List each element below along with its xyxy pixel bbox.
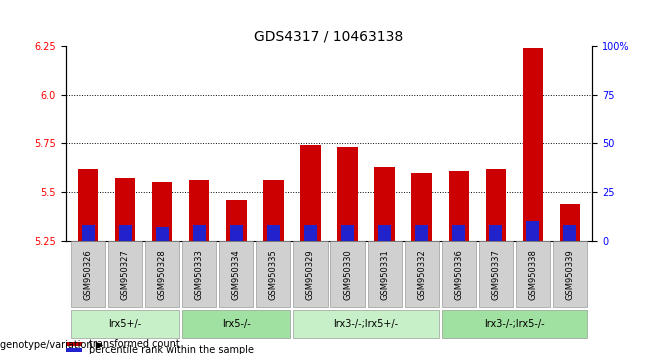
Text: percentile rank within the sample: percentile rank within the sample (89, 345, 254, 354)
Bar (189, 181, 209, 241)
Bar (378, 225, 391, 241)
Bar (553, 241, 587, 307)
Text: lrx5+/-: lrx5+/- (109, 319, 141, 329)
Bar (368, 241, 401, 307)
Bar (442, 241, 476, 307)
Bar (338, 147, 358, 241)
Bar (479, 241, 513, 307)
Text: GSM950339: GSM950339 (565, 249, 574, 300)
Text: GSM950330: GSM950330 (343, 249, 352, 300)
Bar (78, 169, 98, 241)
Bar (304, 225, 317, 241)
Text: GSM950336: GSM950336 (454, 249, 463, 300)
Text: GSM950329: GSM950329 (306, 249, 315, 300)
Bar (257, 241, 290, 307)
Bar (108, 241, 142, 307)
Bar (449, 171, 469, 241)
Bar (71, 309, 179, 338)
Bar (115, 178, 136, 241)
Bar (452, 225, 465, 241)
Bar (182, 309, 290, 338)
Text: genotype/variation ▶: genotype/variation ▶ (0, 341, 103, 350)
Bar (293, 241, 328, 307)
Text: GSM950333: GSM950333 (195, 249, 204, 300)
Text: transformed count: transformed count (89, 339, 180, 349)
Text: lrx3-/-;lrx5+/-: lrx3-/-;lrx5+/- (334, 319, 399, 329)
Text: GSM950338: GSM950338 (528, 249, 538, 300)
Bar (145, 241, 179, 307)
Bar (293, 309, 439, 338)
Bar (66, 342, 82, 346)
Bar (526, 221, 540, 241)
Bar (405, 241, 439, 307)
Bar (152, 182, 172, 241)
Bar (182, 241, 216, 307)
Bar (300, 145, 320, 241)
Bar (486, 169, 506, 241)
Bar (118, 225, 132, 241)
Text: GSM950327: GSM950327 (120, 249, 130, 300)
Text: GSM950332: GSM950332 (417, 249, 426, 300)
Bar (71, 241, 105, 307)
Bar (66, 348, 82, 352)
Bar (490, 225, 502, 241)
Bar (442, 309, 587, 338)
Bar (330, 241, 365, 307)
Bar (82, 225, 95, 241)
Bar (411, 173, 432, 241)
Text: GSM950334: GSM950334 (232, 249, 241, 300)
Text: GSM950337: GSM950337 (492, 249, 500, 300)
Bar (156, 227, 168, 241)
Bar (563, 225, 576, 241)
Text: lrx5-/-: lrx5-/- (222, 319, 251, 329)
Text: GSM950331: GSM950331 (380, 249, 389, 300)
Bar (219, 241, 253, 307)
Bar (267, 225, 280, 241)
Bar (226, 200, 247, 241)
Text: GSM950326: GSM950326 (84, 249, 93, 300)
Bar (560, 204, 580, 241)
Title: GDS4317 / 10463138: GDS4317 / 10463138 (255, 29, 403, 44)
Bar (230, 225, 243, 241)
Text: lrx3-/-;lrx5-/-: lrx3-/-;lrx5-/- (484, 319, 545, 329)
Bar (516, 241, 550, 307)
Text: GSM950328: GSM950328 (158, 249, 166, 300)
Bar (193, 225, 206, 241)
Bar (374, 167, 395, 241)
Bar (341, 225, 354, 241)
Bar (415, 225, 428, 241)
Bar (522, 48, 543, 241)
Text: GSM950335: GSM950335 (269, 249, 278, 300)
Bar (263, 181, 284, 241)
